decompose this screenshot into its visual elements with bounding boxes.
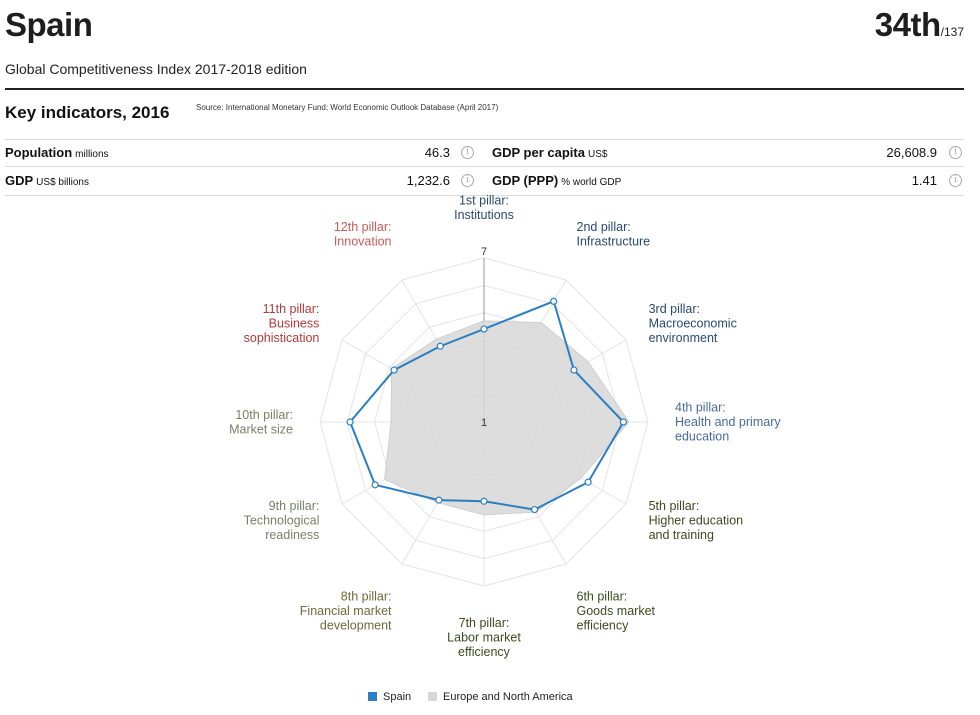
axis-label-line: efficiency xyxy=(577,619,630,633)
axis-label-line: Infrastructure xyxy=(577,234,651,248)
indicator-unit: millions xyxy=(75,149,109,160)
indicator-label: GDP (PPP) xyxy=(492,173,559,188)
legend-item-region[interactable]: Europe and North America xyxy=(428,691,573,703)
table-divider xyxy=(5,195,964,196)
indicator-label: GDP per capita xyxy=(492,145,585,160)
key-indicators-source: Source: International Monetary Fund; Wor… xyxy=(196,103,499,112)
axis-label: 6th pillar: Goods market efficiency xyxy=(577,590,656,633)
axis-label-line: Business xyxy=(269,317,320,331)
axis-label-line: 12th pillar: xyxy=(334,220,392,234)
indicator-value: 46.3 xyxy=(424,145,450,160)
series-spain-point xyxy=(550,297,558,305)
legend-swatch-spain xyxy=(368,692,377,701)
series-spain-point xyxy=(530,505,539,514)
axis-label-line: Market size xyxy=(229,422,293,436)
indicator-label: GDP xyxy=(5,173,34,188)
axis-label-line: sophistication xyxy=(244,331,320,345)
axis-label-line: 11th pillar: xyxy=(263,302,320,316)
axis-label-line: Labor market xyxy=(447,631,521,645)
rank-value: 34th xyxy=(874,6,941,43)
series-spain-point xyxy=(570,366,578,374)
indicator-unit: US$ billions xyxy=(36,177,89,188)
axis-label-line: 9th pillar: xyxy=(269,499,320,513)
axis-label: 5th pillar: Higher education and training xyxy=(649,499,744,542)
axis-label-line: 2nd pillar: xyxy=(577,220,631,234)
indicator-label: Population xyxy=(5,145,73,160)
legend-label-region: Europe and North America xyxy=(443,691,573,703)
indicator-value: 1,232.6 xyxy=(406,173,450,188)
indicator-value: 26,608.9 xyxy=(886,145,937,160)
legend-swatch-region xyxy=(428,692,437,701)
axis-label-line: 1st pillar: xyxy=(459,194,509,208)
axis-label-line: 4th pillar: xyxy=(675,401,726,415)
axis-label-line: 6th pillar: xyxy=(577,590,628,604)
series-spain-point xyxy=(584,478,592,486)
axis-label-line: 8th pillar: xyxy=(341,590,392,604)
axis-label: 3rd pillar: Macroeconomic environment xyxy=(649,302,737,345)
series-spain-point xyxy=(346,418,354,426)
axis-label: 12th pillar: Innovation xyxy=(334,220,392,249)
indicator-population: Population millions xyxy=(5,145,109,160)
axis-label-line: education xyxy=(675,430,729,444)
indicator-value: 1.41 xyxy=(911,173,937,188)
header-divider xyxy=(5,88,964,90)
edition-subtitle: Global Competitiveness Index 2017-2018 e… xyxy=(5,61,307,77)
axis-label: 7th pillar: Labor market efficiency xyxy=(447,616,521,659)
axis-label: 9th pillar: Technological readiness xyxy=(244,499,320,542)
indicator-gdp-per-capita: GDP per capita US$ xyxy=(492,145,607,160)
indicator-gdp: GDP US$ billions xyxy=(5,173,89,188)
rank: 34th/137 xyxy=(875,6,964,44)
table-divider xyxy=(5,139,964,140)
series-region-area xyxy=(384,320,630,516)
rank-total: /137 xyxy=(940,25,964,39)
axis-label-line: Institutions xyxy=(454,208,514,222)
axis-label: 4th pillar: Health and primary education xyxy=(675,401,781,444)
info-icon[interactable]: i xyxy=(461,146,474,159)
axis-label-line: 5th pillar: xyxy=(649,499,700,513)
table-divider xyxy=(5,166,964,167)
series-spain-point xyxy=(480,325,488,333)
series-spain-point xyxy=(371,481,379,489)
country-name: Spain xyxy=(5,6,93,43)
axis-label-line: Technological xyxy=(244,514,320,528)
axis-label-line: and training xyxy=(649,528,714,542)
indicator-unit: % world GDP xyxy=(561,177,622,188)
axis-label: 8th pillar: Financial market development xyxy=(300,590,392,633)
info-icon[interactable]: i xyxy=(949,174,962,187)
series-spain-point xyxy=(480,497,488,505)
axis-label-line: Financial market xyxy=(300,604,392,618)
key-indicators-title: Key indicators, 2016 xyxy=(5,103,170,122)
axis-label-line: development xyxy=(320,619,392,633)
axis-label-line: Innovation xyxy=(334,234,392,248)
axis-label-line: readiness xyxy=(265,528,319,542)
axis-label: 10th pillar: Market size xyxy=(229,408,293,437)
scale-label-max: 7 xyxy=(481,246,487,258)
legend-label-spain: Spain xyxy=(383,691,412,703)
axis-label-line: Health and primary xyxy=(675,415,781,429)
axis-label-line: 10th pillar: xyxy=(235,408,293,422)
series-spain-point xyxy=(435,496,443,504)
axis-label: 1st pillar: Institutions xyxy=(454,194,514,223)
axis-label: 2nd pillar: Infrastructure xyxy=(577,220,651,249)
indicator-unit: US$ xyxy=(587,149,608,160)
scale-label-min: 1 xyxy=(481,417,487,429)
axis-label: 11th pillar: Business sophistication xyxy=(244,302,320,345)
series-spain-point xyxy=(436,342,444,350)
series-spain-point xyxy=(390,366,398,374)
axis-label-line: 7th pillar: xyxy=(459,616,510,630)
series-spain-point xyxy=(619,418,628,426)
axis-label-line: Higher education xyxy=(649,514,744,528)
indicator-gdp-ppp: GDP (PPP)% world GDP xyxy=(492,173,621,188)
info-icon[interactable]: i xyxy=(461,174,474,187)
axis-label-line: efficiency xyxy=(458,645,511,659)
axis-label-line: Macroeconomic xyxy=(649,317,737,331)
info-icon[interactable]: i xyxy=(949,146,962,159)
legend-item-spain[interactable]: Spain xyxy=(368,691,411,703)
axis-label-line: environment xyxy=(649,331,718,345)
axis-label-line: Goods market xyxy=(577,604,656,618)
axis-label-line: 3rd pillar: xyxy=(649,302,700,316)
